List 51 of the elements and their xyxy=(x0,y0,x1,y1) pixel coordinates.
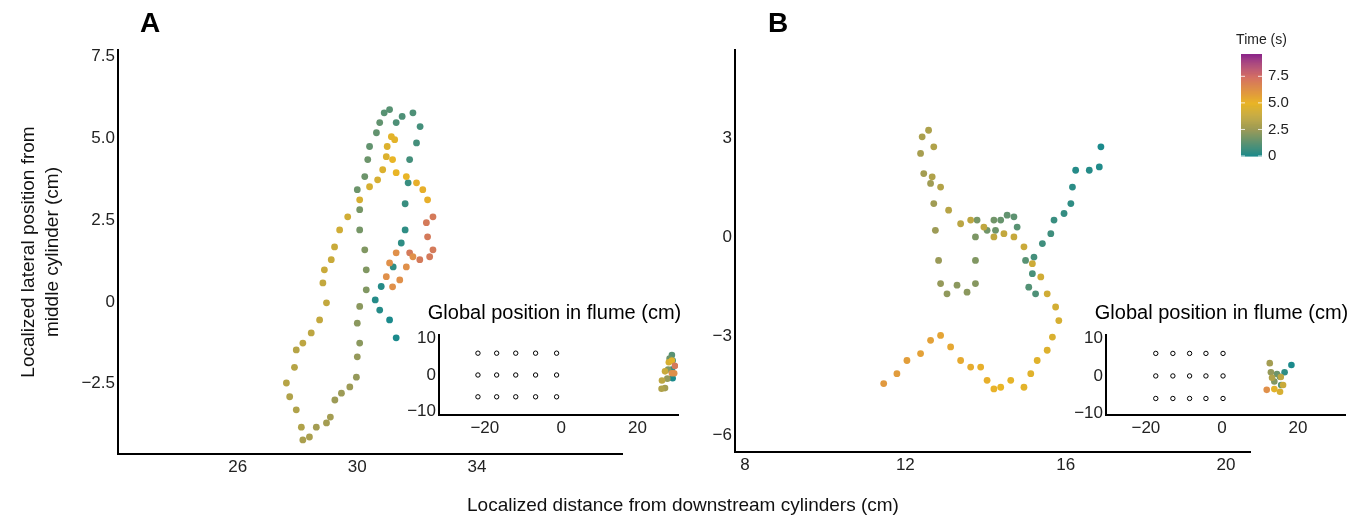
y-tick-label: 0 xyxy=(105,291,115,311)
y-tick-label: −10 xyxy=(1074,403,1103,423)
y-tick-label: −2.5 xyxy=(81,373,115,393)
point xyxy=(1276,388,1284,396)
y-tick-label: −6 xyxy=(712,425,732,445)
point xyxy=(664,375,671,382)
x-tick-label: 0 xyxy=(1217,417,1227,437)
point xyxy=(1263,386,1271,394)
color-bar-label: 5.0 xyxy=(1268,93,1289,111)
x-tick-label: 12 xyxy=(895,454,915,474)
color-bar-label: 0 xyxy=(1268,146,1277,164)
y-tick-label: −3 xyxy=(712,326,732,346)
y-tick-label: 0 xyxy=(722,226,732,246)
x-tick-label: −20 xyxy=(470,417,500,437)
chart-title: A xyxy=(140,6,161,38)
chart-title: B xyxy=(768,6,789,38)
y-axis-title: Localized lateral position from middle cylinder (cm) xyxy=(16,125,63,380)
color-bar-title: Time (s) xyxy=(1236,30,1287,47)
point xyxy=(1267,368,1275,376)
color-bar-label: 7.5 xyxy=(1268,66,1289,84)
chart-title: Global position in flume (cm) xyxy=(427,300,682,323)
x-tick-label: 16 xyxy=(1056,454,1076,474)
x-tick-label: 26 xyxy=(228,456,248,476)
y-tick-label: 3 xyxy=(722,127,732,147)
x-tick-label: −20 xyxy=(1131,417,1161,437)
point xyxy=(658,377,666,384)
x-tick-label: 20 xyxy=(1288,417,1308,437)
point xyxy=(1288,361,1295,369)
x-tick-label: 8 xyxy=(740,454,750,474)
point xyxy=(658,385,665,393)
x-tick-label: 34 xyxy=(467,456,487,476)
point xyxy=(1268,374,1276,382)
color-bar-label: 2.5 xyxy=(1268,119,1289,137)
x-tick-label: 20 xyxy=(1216,454,1236,474)
point xyxy=(1281,368,1288,376)
point xyxy=(1271,385,1278,393)
x-tick-label: 30 xyxy=(347,456,367,476)
y-tick-label: 0 xyxy=(426,364,436,384)
chart-title: Global position in flume (cm) xyxy=(1094,300,1349,323)
x-axis-title: Localized distance from downstream cylinders (cm) xyxy=(466,494,900,516)
y-tick-label: −10 xyxy=(407,401,436,421)
y-tick-label: 7.5 xyxy=(91,46,115,66)
point xyxy=(671,362,678,370)
y-tick-label: 2.5 xyxy=(91,209,115,229)
point xyxy=(1266,359,1274,367)
y-tick-label: 0 xyxy=(1093,365,1103,385)
x-tick-label: 0 xyxy=(556,417,566,437)
y-tick-label: 10 xyxy=(417,328,436,348)
x-tick-label: 20 xyxy=(628,417,647,437)
y-tick-label: 10 xyxy=(1084,328,1103,348)
y-tick-label: 5.0 xyxy=(91,128,115,148)
